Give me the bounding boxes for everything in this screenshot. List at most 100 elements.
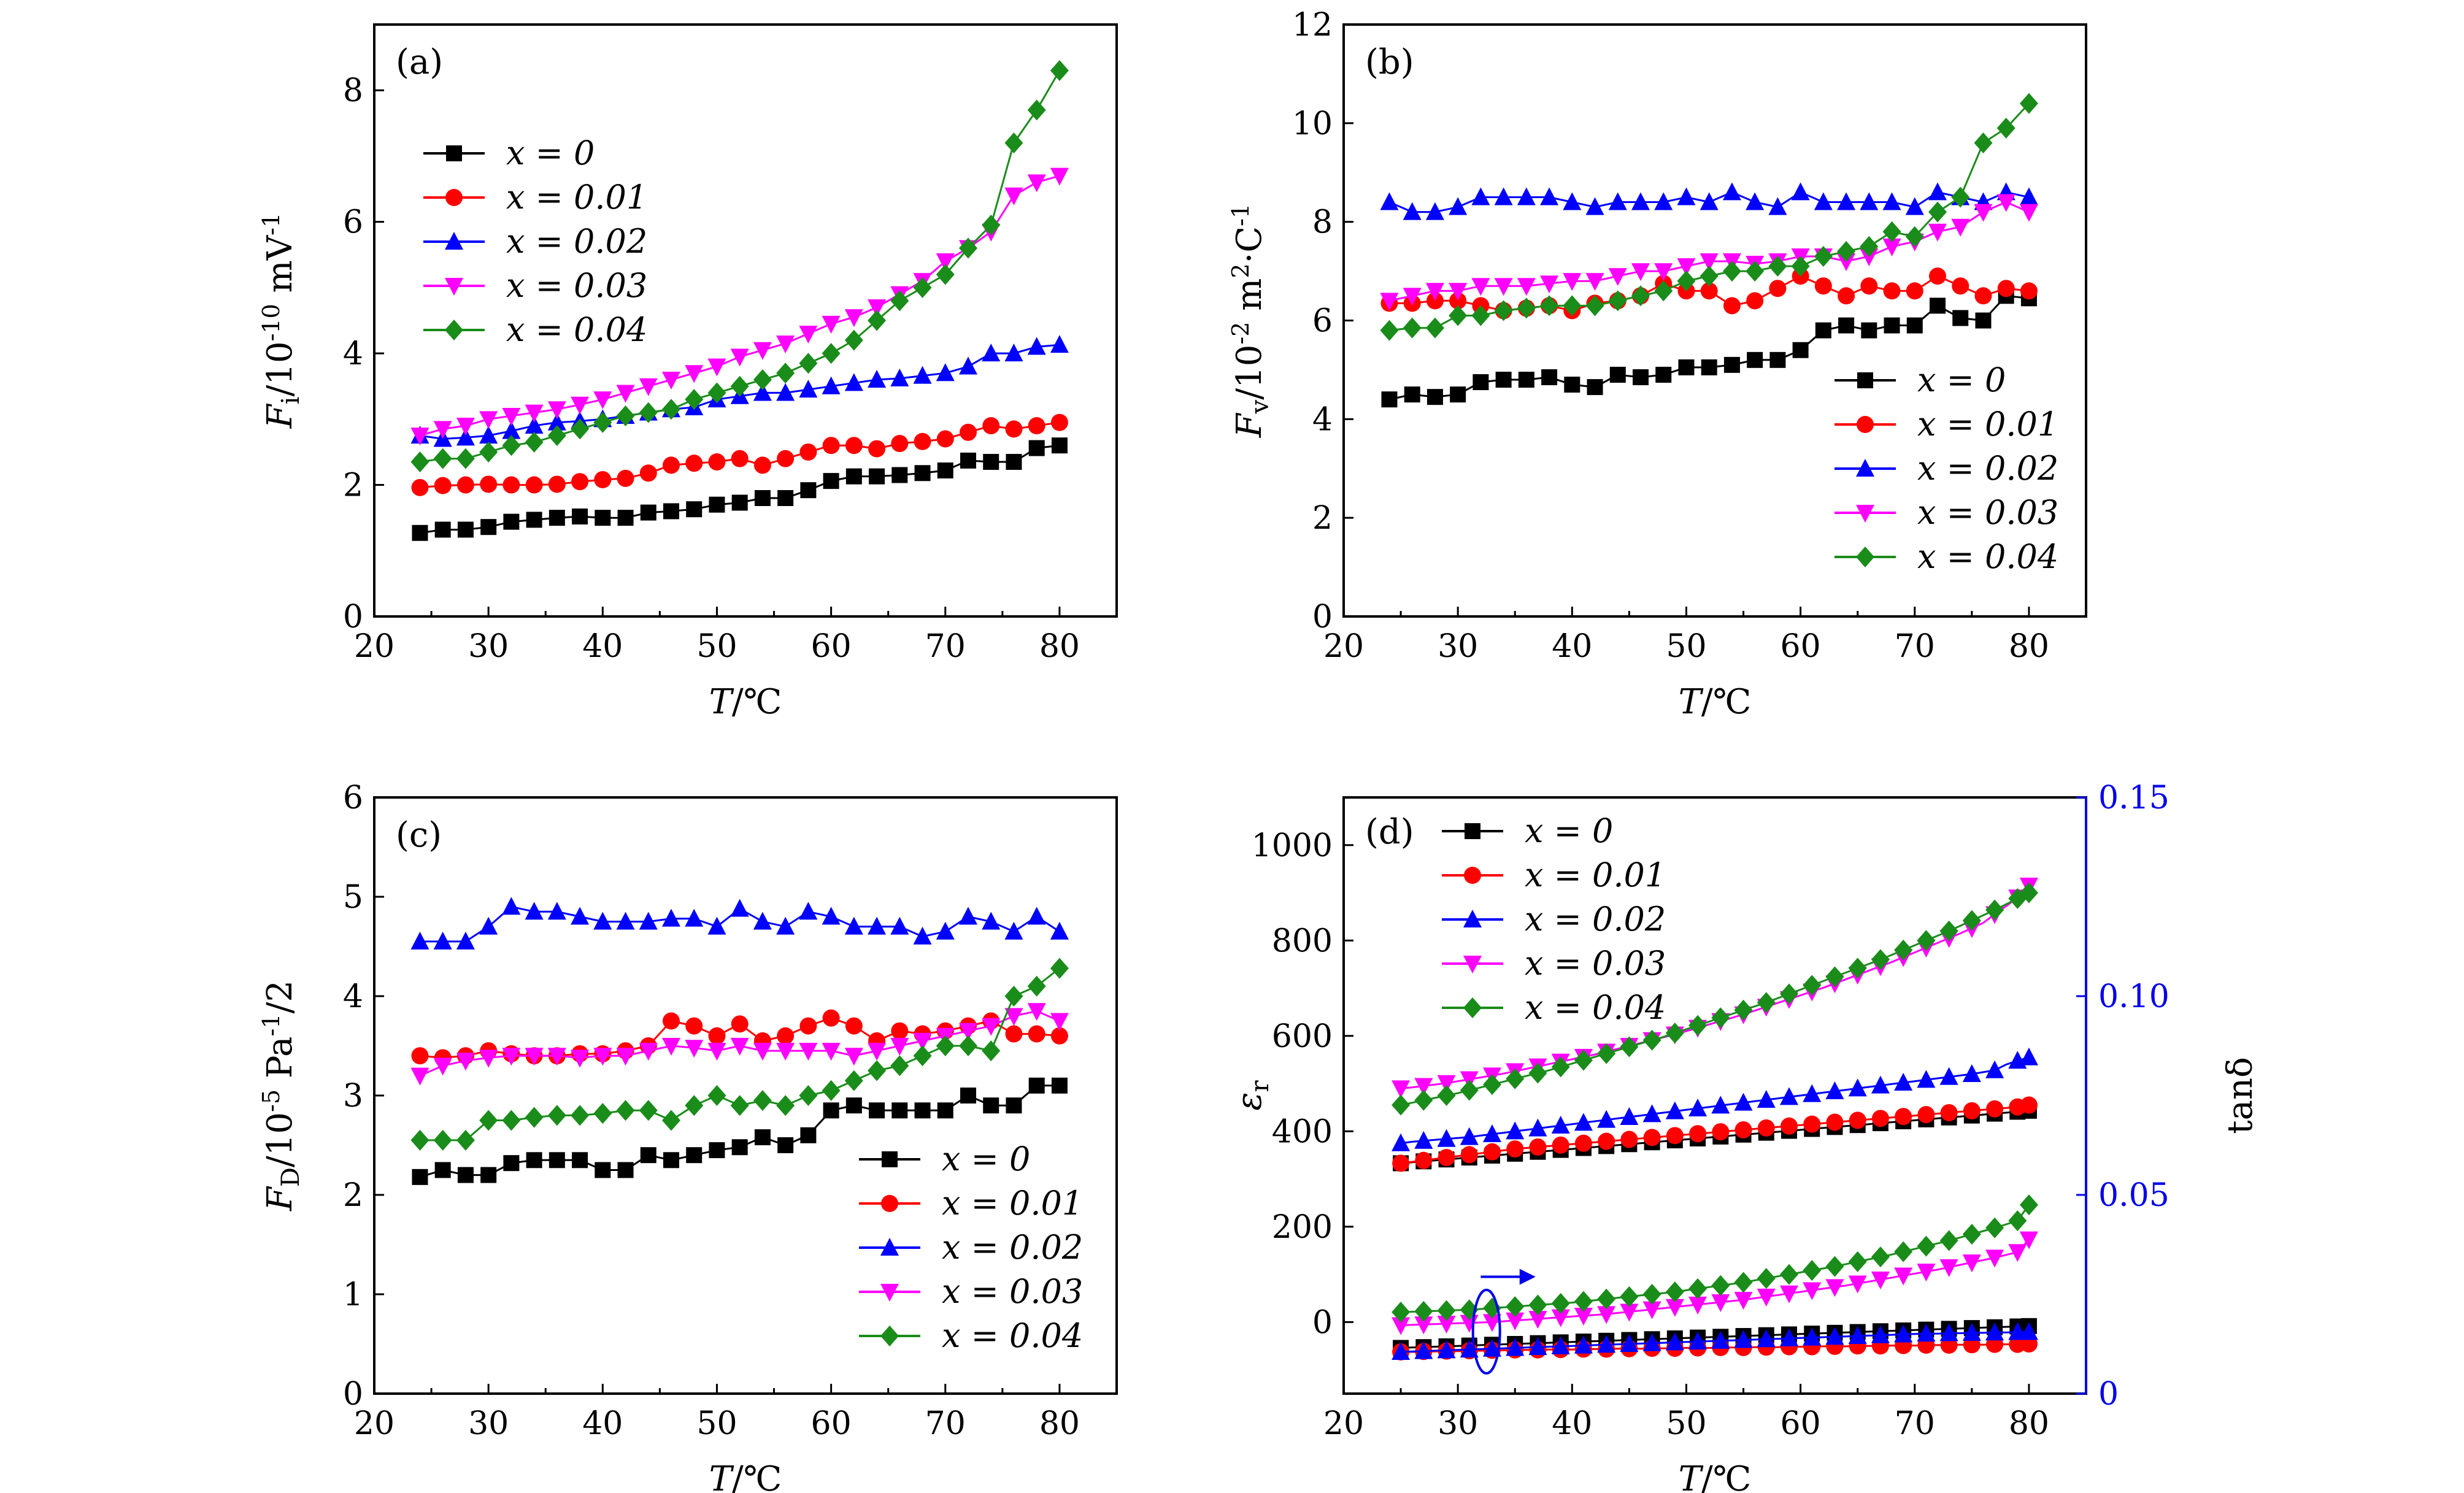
data-point xyxy=(822,1009,840,1027)
x-tick-label: 20 xyxy=(354,1405,395,1442)
data-point xyxy=(1952,277,1969,295)
data-point xyxy=(800,1127,817,1143)
data-point xyxy=(983,454,999,470)
data-point xyxy=(1403,202,1422,220)
data-point xyxy=(1792,342,1809,358)
data-point xyxy=(731,450,749,467)
data-point xyxy=(1414,1316,1433,1335)
data-point xyxy=(1051,437,1068,454)
data-point xyxy=(1837,240,1856,262)
data-point xyxy=(547,1048,566,1066)
data-point xyxy=(549,510,565,526)
data-point xyxy=(1734,1330,1753,1348)
data-point xyxy=(1642,1284,1661,1305)
data-point xyxy=(1884,317,1900,334)
data-point xyxy=(709,496,725,513)
series-x-0-04-tan xyxy=(1392,1194,2038,1323)
annotation-arrow-head xyxy=(1519,1268,1536,1285)
data-point xyxy=(1734,1121,1752,1138)
data-point xyxy=(1860,192,1879,210)
data-point xyxy=(549,1152,565,1169)
data-point xyxy=(1528,1062,1547,1084)
legend-label: x = 0.03 xyxy=(1917,493,2058,532)
data-point xyxy=(1415,1151,1433,1169)
x-tick-label: 50 xyxy=(696,628,737,665)
data-point xyxy=(617,469,634,487)
data-point xyxy=(1791,182,1810,201)
data-point xyxy=(1666,1127,1684,1145)
data-point xyxy=(959,1023,977,1041)
data-point xyxy=(1962,1322,1981,1341)
data-point xyxy=(754,1129,771,1146)
data-point xyxy=(593,1048,612,1066)
data-point xyxy=(822,1043,841,1061)
data-point xyxy=(547,902,566,920)
data-point xyxy=(1665,1023,1684,1044)
data-point xyxy=(1027,337,1046,355)
x-tick-label: 40 xyxy=(582,628,623,665)
y-tick-label: 800 xyxy=(1272,923,1333,959)
data-point xyxy=(662,1110,680,1131)
data-point xyxy=(525,404,544,423)
data-point xyxy=(1894,1073,1913,1091)
y-right-tick-label: 0 xyxy=(2098,1376,2119,1413)
data-point xyxy=(1437,1315,1456,1334)
legend: x = 0 x = 0.01 x = 0.02 x = 0.03 x = 0.04 xyxy=(1835,361,2058,576)
data-point xyxy=(1917,1324,1936,1342)
data-point xyxy=(1620,1036,1639,1057)
data-point xyxy=(1437,1075,1456,1093)
series-x-0 xyxy=(412,437,1068,541)
series-x-0-03 xyxy=(410,167,1069,446)
data-point xyxy=(1494,187,1513,205)
data-point xyxy=(1882,192,1901,210)
data-point xyxy=(1654,192,1673,210)
data-point xyxy=(1552,1136,1569,1154)
data-point xyxy=(890,916,909,935)
data-point xyxy=(1471,278,1490,296)
data-point xyxy=(1848,1078,1867,1097)
data-point xyxy=(1654,263,1673,282)
data-point xyxy=(1711,1096,1730,1114)
data-point xyxy=(502,421,521,439)
legend-label: x = 0 xyxy=(1917,361,2006,399)
data-point xyxy=(1985,1217,2004,1238)
data-point xyxy=(571,1105,590,1126)
data-point xyxy=(1506,1140,1524,1158)
data-point xyxy=(1494,278,1513,296)
data-point xyxy=(1050,60,1069,82)
data-point xyxy=(1700,253,1719,271)
y-axis-title: Fi/10-10 mV-1 xyxy=(258,213,305,429)
x-tick-label: 70 xyxy=(1895,628,1935,665)
data-point xyxy=(799,353,818,374)
data-point xyxy=(1917,1106,1935,1124)
data-point xyxy=(869,1102,885,1119)
data-point xyxy=(2019,204,2038,222)
series-x-0-02 xyxy=(1380,182,2038,220)
data-point xyxy=(1437,1085,1456,1106)
data-point xyxy=(1895,1108,1912,1126)
data-point xyxy=(1597,1043,1616,1064)
legend-label: x = 0 xyxy=(506,134,595,172)
data-point xyxy=(639,378,658,396)
legend-marker xyxy=(1463,997,1482,1018)
y-tick-label: 6 xyxy=(343,780,363,816)
data-point xyxy=(1917,1070,1936,1088)
data-point xyxy=(479,441,498,462)
legend-marker xyxy=(1857,372,1873,388)
data-point xyxy=(1917,1235,1936,1257)
data-point xyxy=(593,912,612,930)
data-point xyxy=(1506,1121,1525,1140)
data-point xyxy=(1437,1340,1456,1359)
data-point xyxy=(1930,297,1946,314)
legend-marker xyxy=(882,1151,898,1167)
data-point xyxy=(1598,1132,1615,1150)
data-point xyxy=(1004,344,1023,362)
data-point xyxy=(1814,192,1833,210)
data-point xyxy=(1996,117,2015,139)
x-tick-label: 50 xyxy=(696,1405,737,1442)
data-point xyxy=(1050,1013,1069,1031)
y-tick-label: 10 xyxy=(1292,106,1333,142)
data-point xyxy=(844,309,863,328)
data-point xyxy=(1425,202,1444,220)
series-x-0-03-tan xyxy=(1392,1231,2038,1335)
